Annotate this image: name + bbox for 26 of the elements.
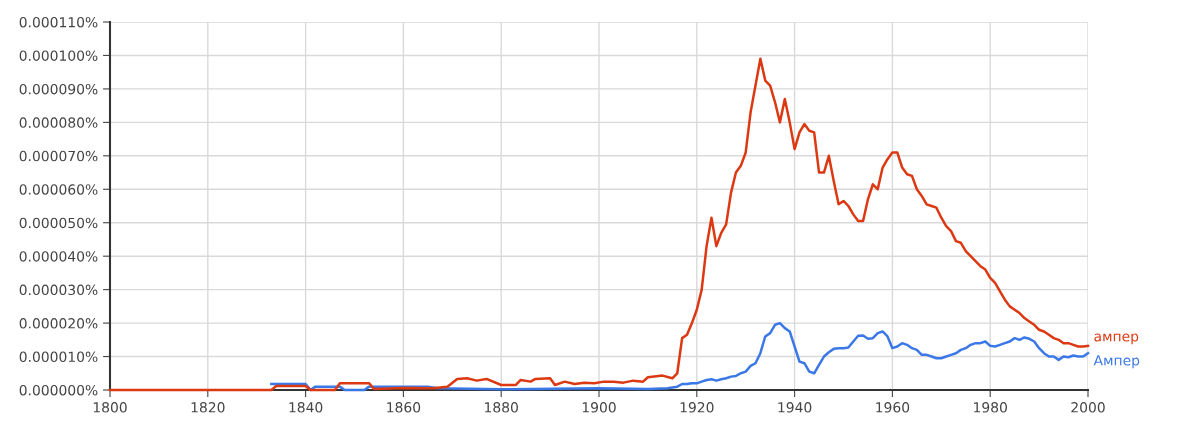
x-tick-label: 1800 [93, 402, 127, 413]
x-tick-label: 1880 [485, 402, 518, 413]
y-tick-label: 0.000050% [19, 217, 98, 229]
series-label: ампер [1094, 333, 1139, 345]
x-tick-label: 1920 [680, 402, 714, 413]
y-tick-label: 0.000080% [19, 117, 98, 128]
y-tick-label: 0.000060% [19, 184, 98, 195]
x-tick-label: 1820 [191, 402, 225, 413]
series-label: Ампер [1093, 355, 1140, 369]
x-tick-label: 1940 [778, 402, 812, 413]
y-tick-label: 0.000020% [19, 318, 98, 329]
y-tick-label: 0.000030% [19, 284, 98, 296]
y-tick-label: 0.000070% [19, 150, 98, 162]
y-tick-label: 0.000110% [19, 16, 98, 28]
x-tick-label: 1960 [876, 402, 910, 413]
x-tick-label: 2000 [1071, 402, 1105, 413]
x-tick-label: 1900 [582, 402, 616, 413]
line-series [270, 321, 1090, 392]
y-tick-label: 0.000100% [19, 50, 98, 61]
x-tick-label: 1860 [387, 402, 421, 413]
y-tick-label: 0.000000% [19, 384, 98, 396]
y-tick-label: 0.000090% [19, 83, 98, 95]
x-tick-label: 1980 [974, 402, 1007, 413]
y-tick-label: 0.000010% [19, 351, 98, 363]
y-tick-label: 0.000040% [19, 251, 98, 262]
x-tick-label: 1840 [289, 402, 323, 413]
